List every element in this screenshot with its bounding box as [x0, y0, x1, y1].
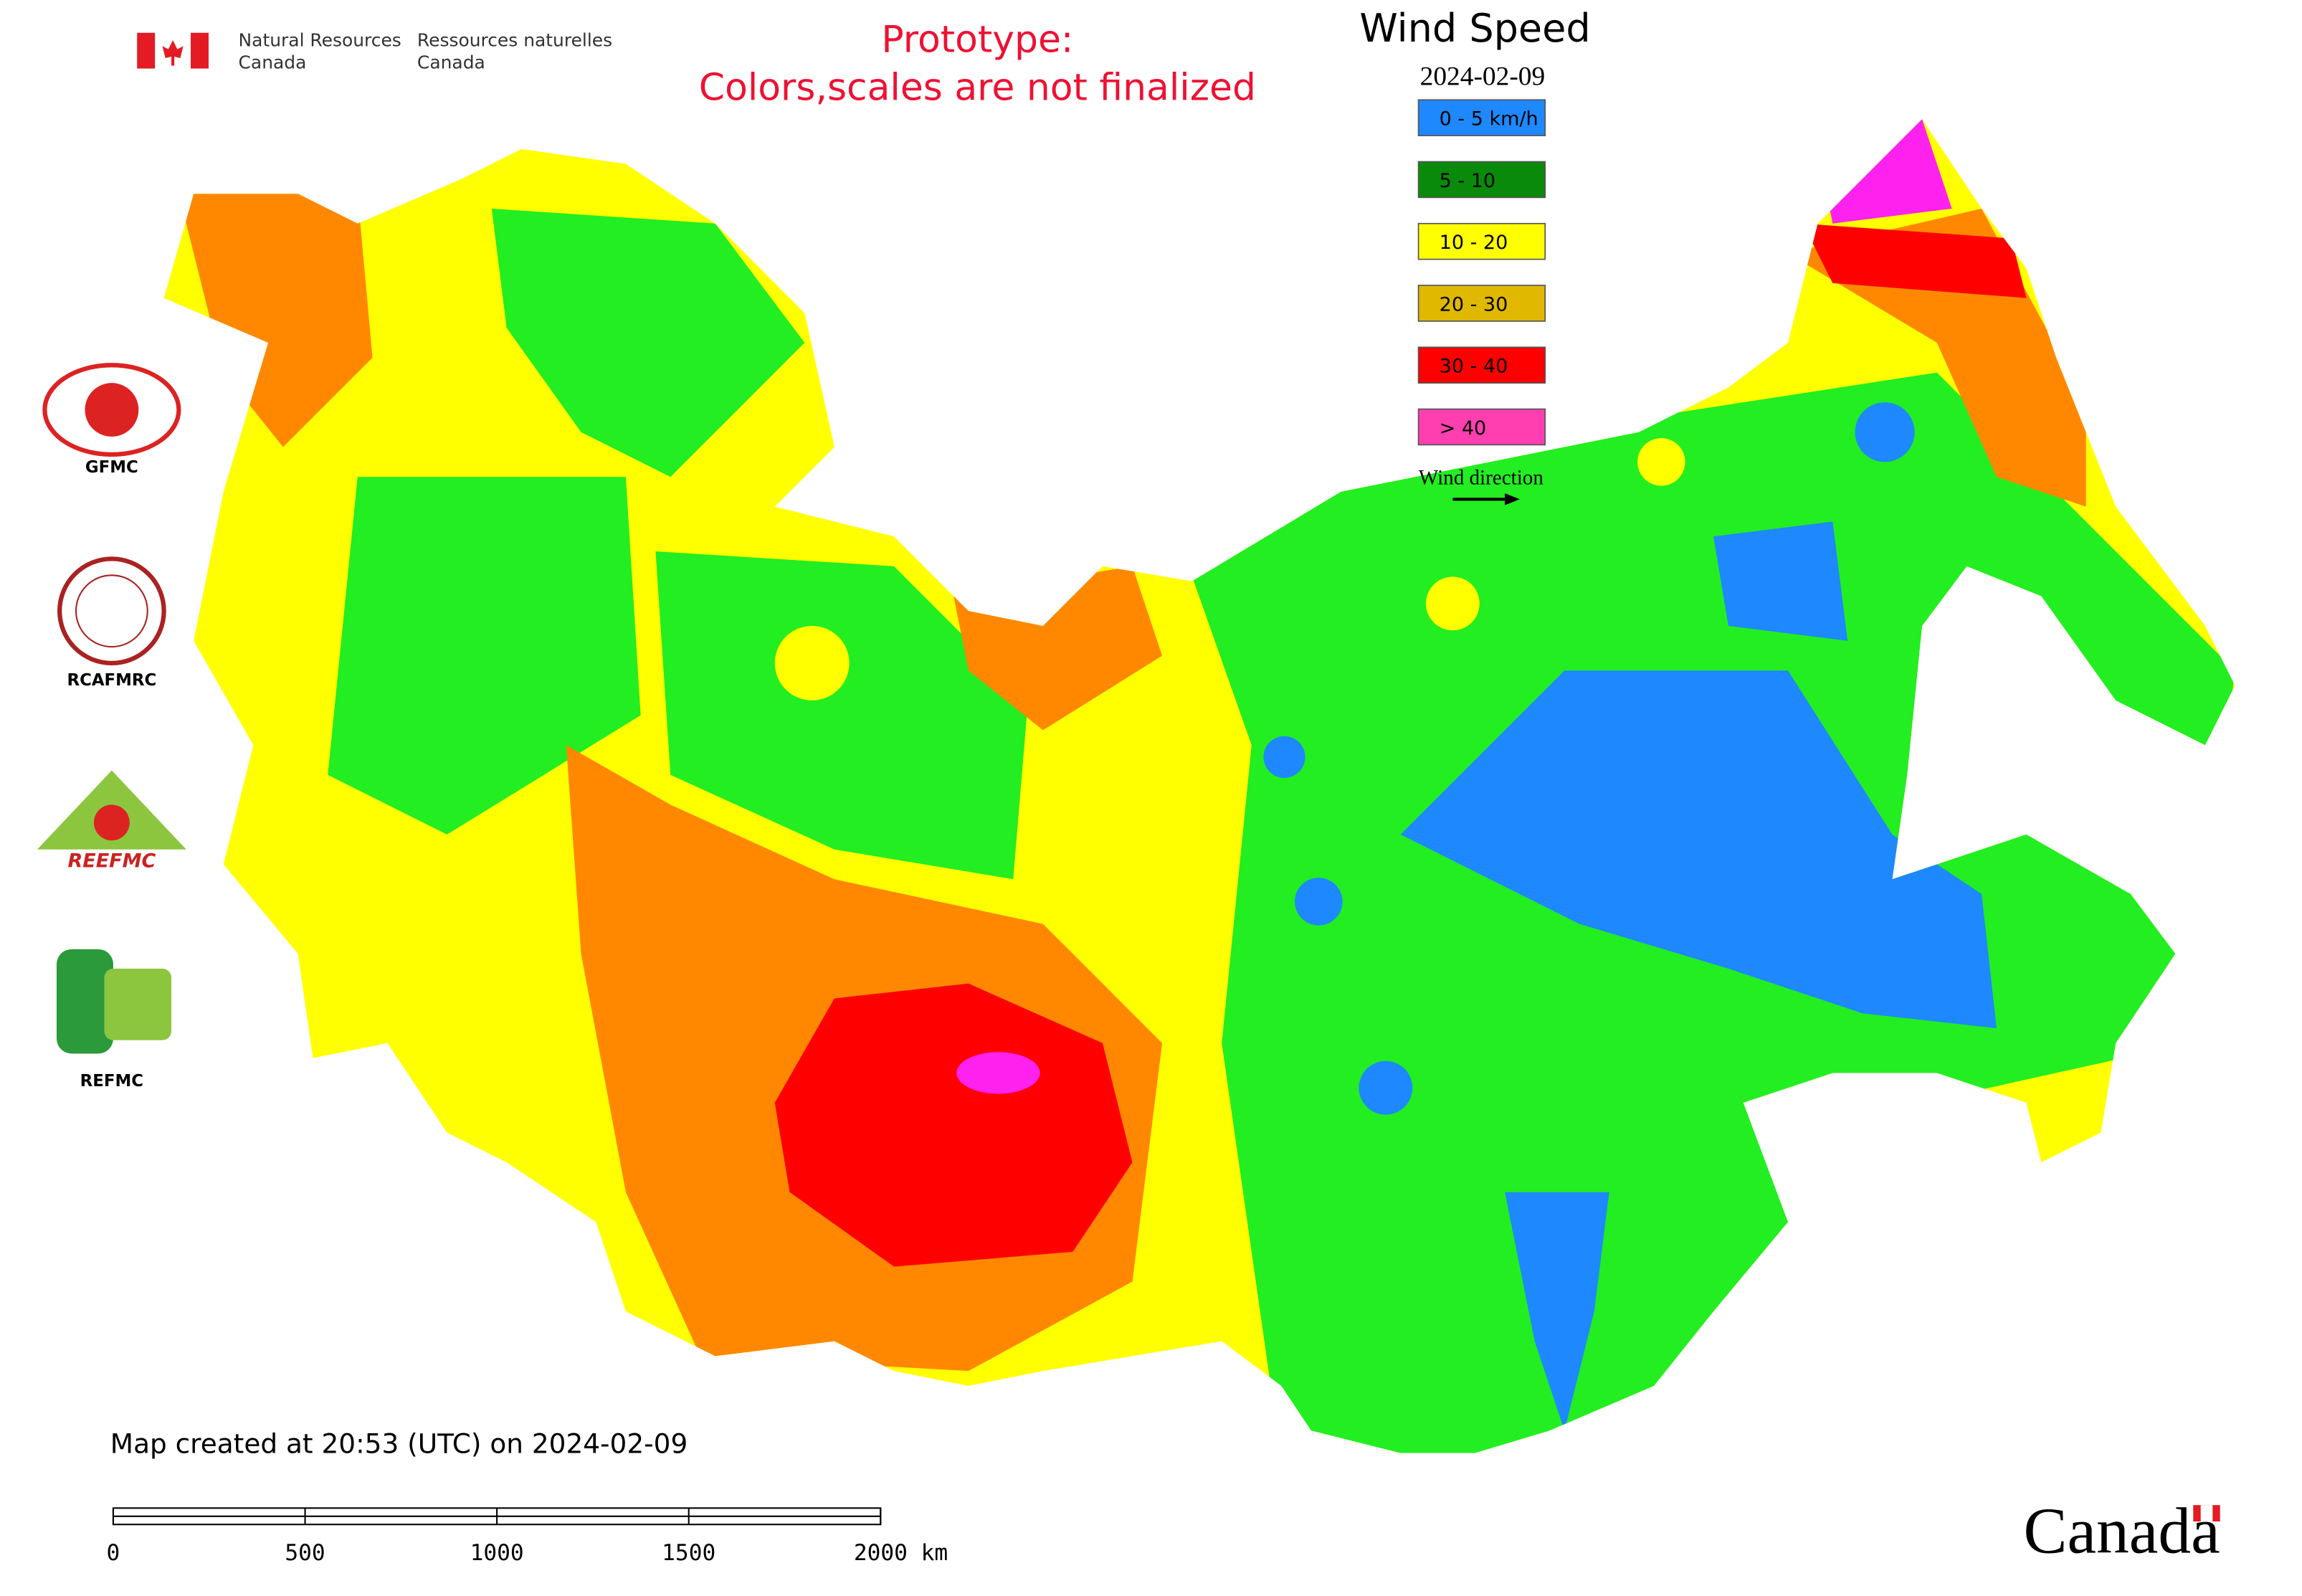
- wind-direction-label: Wind direction: [1419, 466, 1544, 489]
- org-fr-line: Canada: [417, 52, 485, 73]
- logo-label: GFMC: [85, 458, 138, 477]
- legend-swatch: [1417, 222, 1546, 260]
- legend-swatch: [1417, 408, 1546, 446]
- legend-title: Wind Speed: [1359, 6, 1590, 51]
- scale-bar-label: 2000 km: [854, 1540, 948, 1566]
- legend-label: 20 - 30: [1440, 293, 1508, 315]
- logo-label: RCAFMRC: [67, 671, 156, 690]
- logo-label: REEFMC: [67, 850, 156, 873]
- org-fr-line: Ressources naturelles: [417, 29, 612, 50]
- scale-bar: 0 500 1000 1500 2000 km: [107, 1507, 948, 1566]
- scale-bar-label: 1500: [662, 1540, 715, 1566]
- reefmc-logo: [37, 770, 186, 850]
- logo-label: REFMC: [80, 1072, 143, 1091]
- legend-label: 0 - 5 km/h: [1440, 108, 1538, 130]
- refmc-logo: [56, 949, 172, 1054]
- canada-wordmark: Canada: [2024, 1495, 2220, 1567]
- legend-label: > 40: [1440, 417, 1487, 440]
- legend-swatch: [1417, 99, 1546, 136]
- wordmark-flag: [2193, 1505, 2220, 1522]
- scale-bar-label: 1000: [470, 1540, 524, 1566]
- legend-label: 10 - 20: [1440, 232, 1508, 254]
- gfmc-logo: [42, 363, 181, 457]
- legend: 0 - 5 km/h 5 - 10 10 - 20 20 - 30 30 - 40 > 4…: [1417, 99, 1546, 446]
- scale-bar-label: 500: [285, 1540, 325, 1566]
- scale-bar-label: 0: [107, 1540, 120, 1566]
- nrcan-signature: Natural Resources Canada Ressources natu…: [137, 29, 612, 73]
- wind-arrow: [1452, 493, 1520, 505]
- org-en-line: Canada: [239, 52, 307, 73]
- prototype-note: Colors,scales are not finalized: [699, 66, 1256, 109]
- legend-label: 5 - 10: [1440, 170, 1495, 192]
- prototype-note: Prototype:: [881, 19, 1073, 62]
- legend-label: 30 - 40: [1440, 356, 1508, 378]
- legend-date: 2024-02-09: [1420, 62, 1546, 91]
- legend-swatch: [1417, 346, 1546, 384]
- legend-swatch: [1417, 161, 1546, 199]
- legend-swatch: [1417, 285, 1546, 322]
- map-created-note: Map created at 20:53 (UTC) on 2024-02-09: [110, 1428, 688, 1459]
- org-en-line: Natural Resources: [239, 29, 401, 50]
- rcafmrc-logo: [57, 556, 166, 666]
